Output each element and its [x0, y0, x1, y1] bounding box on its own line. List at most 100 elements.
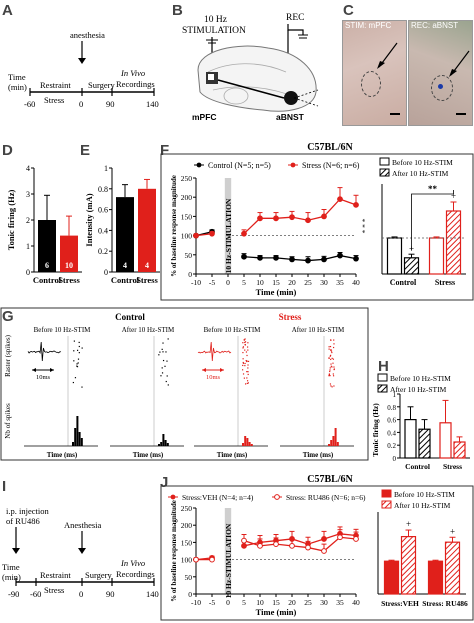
panel-b-schematic: 10 Hz STIMULATION REC mPFC aBNST	[182, 13, 319, 122]
raster-spike	[246, 380, 249, 382]
raster-spike	[166, 375, 168, 377]
data-point	[305, 544, 311, 551]
raster-spike	[76, 363, 78, 365]
stress-label: Stress	[44, 95, 64, 105]
x-axis-title: Time (min)	[256, 607, 297, 617]
raster-spike	[78, 345, 80, 348]
raster-spike	[332, 358, 335, 360]
y-tick-label: 0.4	[98, 226, 108, 235]
condition-label: Before 10 Hz-STIM	[204, 326, 262, 334]
raster-spike	[332, 373, 334, 375]
x-axis-title: Time (ms)	[133, 451, 164, 459]
histogram-bin	[242, 443, 244, 446]
legend-after-swatch	[379, 168, 390, 177]
tick-i-2: 0	[79, 589, 83, 599]
condition-label: After 10 Hz-STIM	[122, 326, 175, 334]
x-tick-label: 10	[256, 278, 264, 287]
histology-mpfc-image: STIM: mPFC	[342, 20, 407, 126]
rec-label: REC	[286, 13, 304, 23]
data-point	[257, 254, 263, 261]
raster-spike	[81, 347, 83, 349]
bar-control	[116, 197, 134, 272]
data-point	[289, 542, 295, 549]
x-tick-label: 20	[288, 278, 296, 287]
raster-spike	[329, 367, 331, 369]
raster-spike	[164, 365, 166, 367]
x-tick-label: 30	[320, 598, 328, 607]
raster-spike	[330, 354, 332, 356]
y-tick-label: 0	[188, 270, 192, 279]
histology-abnst-image: REC: aBNST	[408, 20, 473, 126]
legend-before-label: Before 10 Hz-STIM	[392, 158, 453, 167]
anesthesia-label: anesthesia	[70, 30, 105, 40]
raster-spike	[243, 339, 246, 341]
data-point	[321, 548, 327, 554]
x-tick-label: 10	[256, 598, 264, 607]
raster-spike	[330, 358, 332, 361]
plus-marker: +	[451, 191, 456, 201]
legend-after-swatch	[377, 384, 388, 393]
bar-after	[418, 428, 431, 459]
raster-spike	[158, 354, 160, 356]
data-point	[305, 217, 311, 224]
raster-spike	[74, 377, 77, 379]
tick-a-3: 140	[146, 99, 159, 109]
y-tick-label: 100	[181, 556, 193, 565]
legend-stress-label: Stress (N=6; n=6)	[302, 161, 360, 170]
legend-marker-stress	[290, 162, 296, 168]
raster-spike	[161, 348, 163, 350]
legend-veh-label: Stress:VEH (N=4; n=4)	[182, 493, 254, 502]
raster-spike	[242, 373, 245, 375]
y-axis-title: Tonic firing (Hz)	[371, 403, 380, 457]
tick-a-1: 0	[79, 99, 83, 109]
data-point	[193, 556, 199, 563]
tick-i-1: -60	[30, 589, 41, 599]
y-tick-label: 50	[185, 251, 193, 260]
raster-spike	[328, 373, 330, 375]
raster-spike	[246, 346, 249, 348]
data-point	[193, 232, 199, 239]
x-tick-label: 0	[226, 278, 230, 287]
histogram-bin	[328, 444, 330, 446]
data-point	[241, 230, 247, 237]
raster-spike	[77, 358, 80, 360]
raster-spike	[333, 339, 335, 341]
nb-spikes-axis-label: Nb of spikes	[4, 403, 12, 439]
panel-a-letter: A	[2, 2, 13, 19]
raster-spike	[245, 359, 247, 362]
time-label-i-1: Time	[2, 562, 20, 572]
raster-spike	[242, 364, 244, 367]
raster-spike	[243, 377, 245, 379]
chart-e: 0 0.2 0.4 0.6 0.8 1 Intensity (mA) 4 Control 4 Str…	[84, 164, 160, 285]
x-axis-title: Time (ms)	[217, 451, 248, 459]
raster-spike	[330, 365, 332, 367]
raster-spike	[246, 360, 248, 363]
x-axis-title: Time (ms)	[303, 451, 334, 459]
raster-spike	[72, 381, 74, 384]
stim-band	[224, 508, 232, 594]
legend-before-label: Before 10 Hz-STIM	[390, 374, 451, 383]
y-tick-label: 0.4	[387, 429, 396, 437]
invivo-label-i-1: In Vivo	[120, 558, 145, 568]
x-tick-label: -5	[209, 278, 215, 287]
tick-a-2: 90	[106, 99, 115, 109]
data-point	[273, 254, 279, 261]
x-tick-label: 25	[304, 598, 312, 607]
histogram-bin	[166, 443, 169, 446]
x-tick-label: Stress	[443, 462, 462, 471]
stim-band	[224, 178, 232, 274]
histogram-bin	[158, 444, 160, 446]
legend-after-label: After 10 Hz-STIM	[392, 169, 449, 178]
raster-spike	[165, 351, 167, 353]
raster-spike	[73, 360, 75, 362]
raster-spike	[244, 364, 246, 367]
raster-spike	[332, 346, 335, 349]
data-point	[337, 252, 343, 259]
raster-spike	[328, 348, 330, 350]
raster-spike	[167, 338, 169, 340]
histogram-bin	[246, 438, 249, 446]
plus-marker: +	[406, 519, 411, 529]
y-tick-label: 4	[26, 164, 30, 173]
bar-before	[428, 237, 445, 275]
legend-before-swatch	[379, 157, 390, 166]
